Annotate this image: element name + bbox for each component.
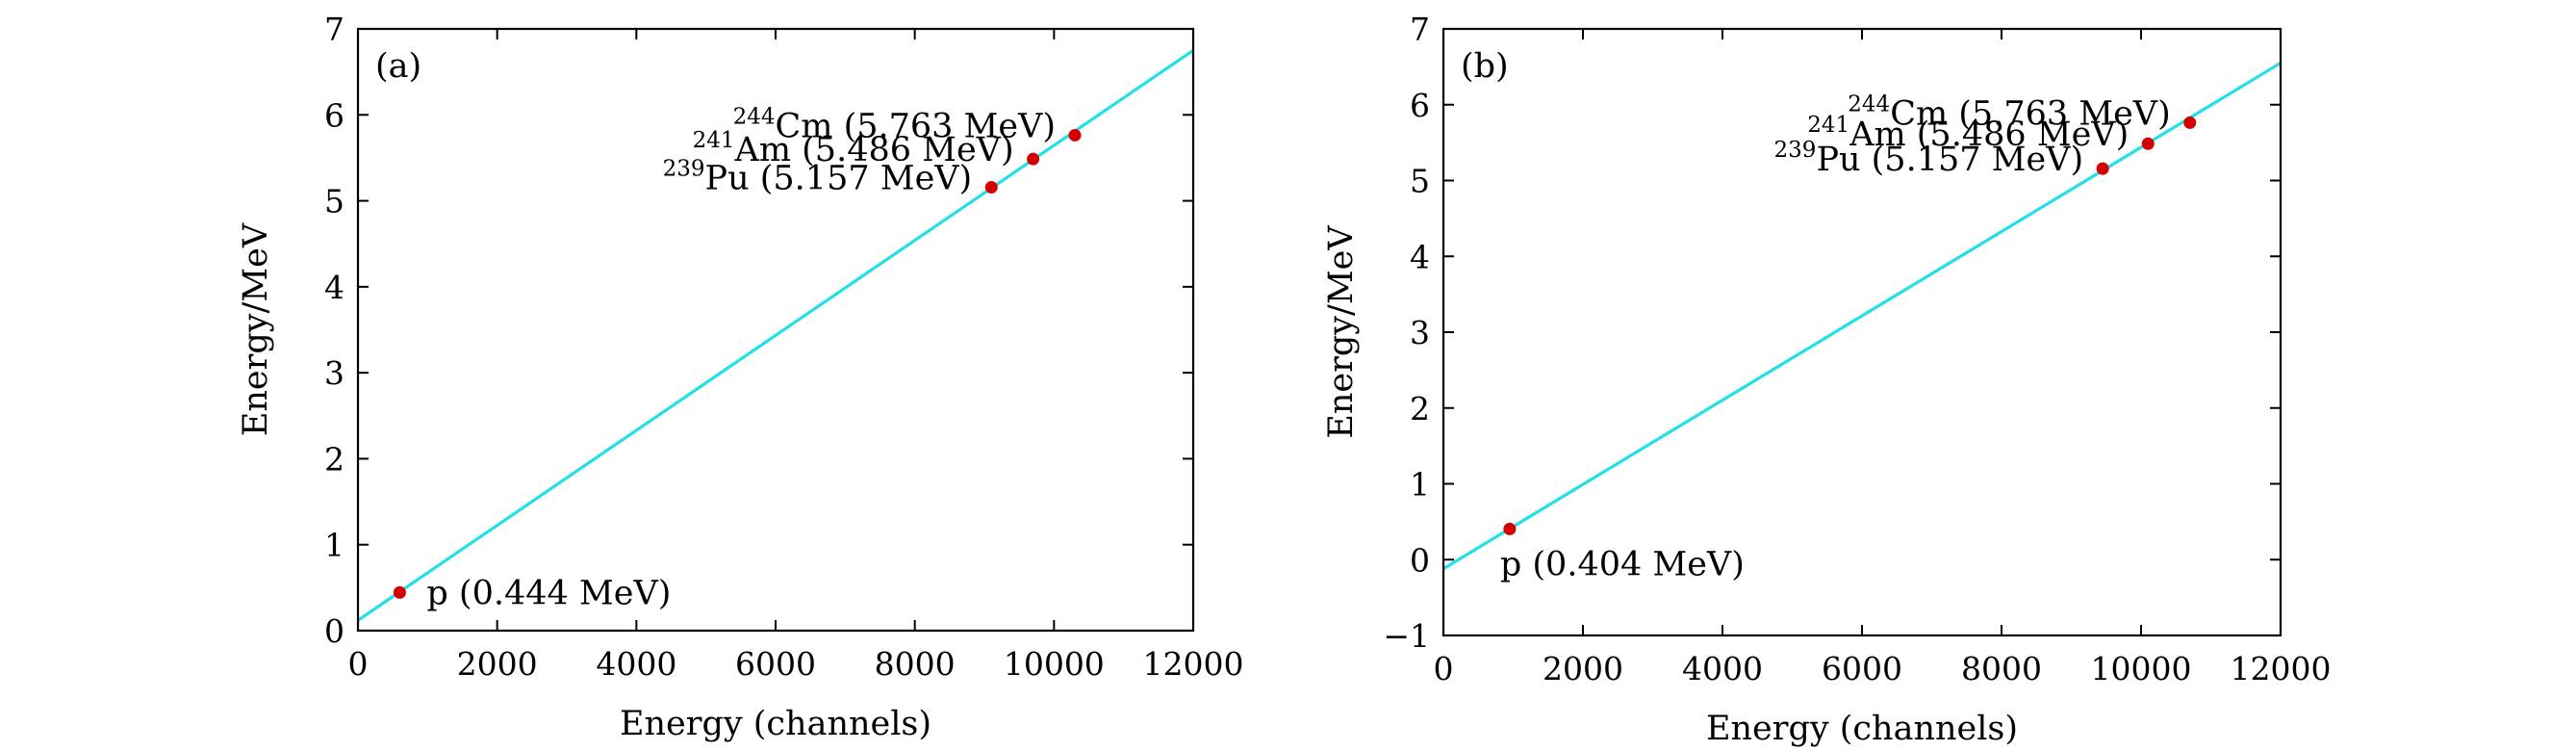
isotope-label-text: Cm (5.763 MeV) [1890, 94, 2171, 133]
y-tick-label: 5 [324, 183, 344, 220]
x-tick-label: 4000 [1682, 650, 1763, 687]
x-axis-label: Energy (channels) [1706, 710, 2018, 748]
y-tick-label: 6 [324, 96, 344, 134]
y-tick-label: 6 [1410, 87, 1430, 124]
isotope-mass-number: 239 [1774, 138, 1817, 163]
y-tick-label: 2 [324, 440, 344, 478]
fit-line [358, 48, 1193, 622]
y-tick-label: 1 [1410, 466, 1430, 504]
y-tick-label: 1 [324, 527, 344, 564]
point-label: 241Am (5.486 MeV) [1807, 113, 2129, 154]
x-tick-label: 2000 [1543, 650, 1623, 687]
y-tick-label: 2 [1410, 390, 1430, 427]
x-axis-label: Energy (channels) [620, 705, 931, 743]
x-tick-label: 6000 [1822, 650, 1902, 687]
point-label: 244Cm (5.763 MeV) [1848, 91, 2170, 133]
isotope-label-text: Am (5.486 MeV) [1849, 116, 2129, 154]
y-tick-label: 4 [324, 269, 344, 306]
point-label: 241Am (5.486 MeV) [693, 128, 1014, 169]
y-tick-label: 0 [1410, 541, 1430, 579]
data-point [1503, 522, 1517, 535]
data-point [2141, 137, 2155, 150]
isotope-mass-number: 241 [693, 128, 735, 153]
isotope-mass-number: 244 [733, 104, 776, 129]
x-tick-label: 8000 [1961, 650, 2042, 687]
x-tick-label: 8000 [875, 645, 956, 683]
isotope-label-text: Pu (5.157 MeV) [705, 160, 973, 198]
x-tick-label: 10000 [1004, 645, 1105, 683]
x-tick-label: 0 [348, 645, 369, 683]
data-point [1068, 128, 1082, 142]
x-tick-label: 10000 [2091, 650, 2192, 687]
data-point [393, 585, 406, 599]
x-tick-label: 12000 [1143, 645, 1244, 683]
y-tick-label: 0 [324, 612, 344, 650]
y-tick-label: 4 [1410, 238, 1430, 275]
isotope-label-text: Am (5.486 MeV) [734, 131, 1014, 169]
fit-line [1443, 62, 2281, 571]
panel-label: (a) [375, 47, 421, 86]
point-label: 239Pu (5.157 MeV) [1774, 138, 2084, 179]
chart-panel-b: 0 2000 4000 6000 8000 10000 12000−101234567Ene… [1322, 11, 2331, 748]
x-tick-label: 4000 [596, 645, 676, 683]
panel-label: (b) [1461, 47, 1509, 86]
point-label: 239Pu (5.157 MeV) [663, 157, 973, 198]
y-tick-label: 3 [1410, 314, 1430, 351]
y-axis-label: Energy/MeV [1322, 225, 1361, 439]
point-label: p (0.404 MeV) [1500, 545, 1745, 583]
x-tick-label: 0 [1434, 650, 1454, 687]
y-tick-label: 5 [1410, 163, 1430, 200]
isotope-label-text: Pu (5.157 MeV) [1816, 141, 2083, 179]
data-point [984, 181, 998, 194]
isotope-mass-number: 239 [663, 157, 705, 182]
data-point [2183, 116, 2197, 129]
y-tick-label: −1 [1383, 617, 1430, 655]
point-label: 244Cm (5.763 MeV) [733, 104, 1056, 145]
data-point [1027, 152, 1040, 166]
chart-panel-a: 0 2000 4000 6000 8000 10000 12000 0 1 2 3 4 5 6 7 Energ… [237, 11, 1243, 743]
y-axis-label: Energy/MeV [237, 222, 275, 436]
y-tick-label: 3 [324, 354, 344, 392]
x-tick-label: 12000 [2231, 650, 2332, 687]
isotope-label-text: Cm (5.763 MeV) [775, 107, 1056, 145]
y-tick-label: 7 [1410, 11, 1430, 48]
isotope-mass-number: 244 [1848, 91, 1890, 117]
data-point [2096, 162, 2109, 175]
y-tick-label: 7 [324, 11, 344, 48]
x-tick-label: 2000 [457, 645, 538, 683]
x-tick-label: 6000 [735, 645, 816, 683]
isotope-mass-number: 241 [1807, 113, 1849, 138]
point-label: p (0.444 MeV) [426, 574, 671, 612]
